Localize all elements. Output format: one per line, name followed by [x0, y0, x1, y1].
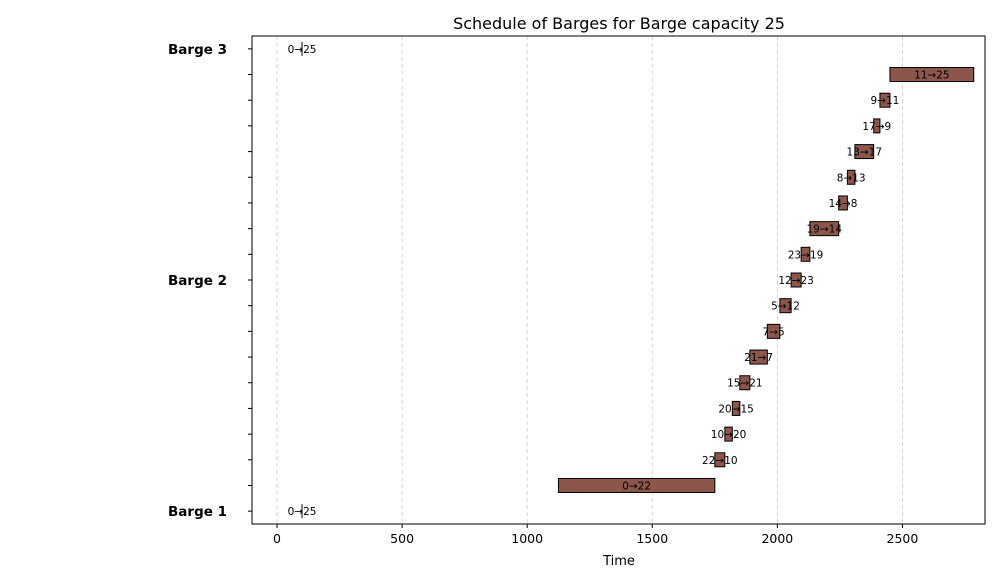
barge-label: Barge 2 — [168, 273, 227, 289]
x-tick-label: 2500 — [887, 531, 919, 546]
plot-frame — [251, 35, 986, 525]
task-bar — [873, 118, 881, 134]
task-bar — [714, 452, 726, 468]
task-bar — [766, 323, 781, 339]
y-axis-ticks — [248, 48, 252, 512]
task-label: 9→11 — [871, 95, 900, 107]
task-label: 13→17 — [847, 147, 883, 159]
chart-title: Schedule of Barges for Barge capacity 25 — [453, 14, 785, 33]
task-bar — [724, 426, 733, 442]
grid-lines — [276, 36, 903, 524]
task-bar — [779, 298, 792, 314]
task-bar — [790, 272, 802, 288]
x-axis-label: Time — [602, 554, 635, 569]
task-label: 14→8 — [829, 198, 858, 210]
task-bar — [846, 169, 856, 185]
task-bar — [854, 144, 875, 160]
task-bar — [749, 349, 768, 365]
task-label: 23→19 — [788, 249, 824, 261]
task-labels: 0→25 0→22 22→10 10→20 20→15 15→21 21→7 7→5 5→12 1… — [288, 44, 950, 518]
task-label: 17→9 — [862, 121, 891, 133]
task-bar — [809, 221, 840, 237]
task-label: 0→25 — [288, 44, 317, 56]
task-label: 8→13 — [837, 172, 866, 184]
task-label: 15→21 — [727, 378, 763, 390]
task-bar — [838, 195, 848, 211]
task-bars — [301, 41, 975, 519]
task-bar — [739, 375, 751, 391]
task-label: 11→25 — [914, 70, 950, 82]
task-bar — [889, 67, 975, 83]
task-label: 0→22 — [622, 480, 651, 492]
task-bar — [879, 92, 891, 108]
task-label: 12→23 — [778, 275, 814, 287]
task-label: 22→10 — [702, 455, 738, 467]
barge-label: Barge 1 — [168, 504, 227, 520]
x-tick-label: 2000 — [761, 531, 793, 546]
task-label: 7→5 — [763, 326, 785, 338]
task-label: 21→7 — [744, 352, 773, 364]
task-label: 10→20 — [711, 429, 747, 441]
barge-label: Barge 3 — [168, 42, 227, 58]
x-tick-label: 500 — [390, 531, 414, 546]
x-tick-label: 1000 — [511, 531, 543, 546]
task-bar — [731, 400, 741, 416]
x-tick-label: 1500 — [636, 531, 668, 546]
task-bar — [800, 246, 811, 262]
task-label: 19→14 — [806, 224, 842, 236]
barge-labels: Barge 1 Barge 2 Barge 3 — [168, 42, 227, 520]
x-tick-label: 0 — [273, 531, 281, 546]
task-label: 5→12 — [771, 301, 800, 313]
task-label: 20→15 — [718, 403, 754, 415]
task-label: 0→25 — [288, 506, 317, 518]
x-axis-ticks: 0 500 1000 1500 2000 2500 — [273, 524, 918, 546]
task-bar — [557, 477, 716, 493]
